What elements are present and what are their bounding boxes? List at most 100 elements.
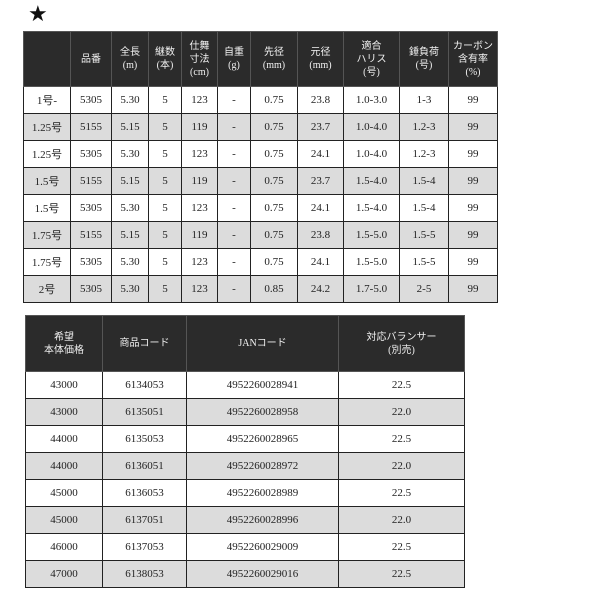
column-header: 先径 (mm) bbox=[250, 31, 298, 87]
table-cell: 99 bbox=[448, 167, 498, 195]
table-cell: 119 bbox=[181, 167, 218, 195]
column-header: 適合 ハリス (号) bbox=[343, 31, 400, 87]
table-cell: 0.85 bbox=[250, 275, 298, 303]
table-cell: 5305 bbox=[70, 194, 112, 222]
table-cell: 45000 bbox=[25, 506, 103, 534]
table-row: 1号- 5305 5.30 5 123-0.75 23.8 1.0-3.0 1-3 99 bbox=[23, 86, 498, 114]
table-cell: 123 bbox=[181, 194, 218, 222]
table-cell: 5305 bbox=[70, 275, 112, 303]
column-header: 品番 bbox=[70, 31, 112, 87]
table-cell: 0.75 bbox=[250, 194, 298, 222]
table-cell: 1.5-4.0 bbox=[343, 194, 400, 222]
table-cell: 99 bbox=[448, 140, 498, 168]
table-cell: 22.5 bbox=[338, 533, 465, 561]
table-cell: 1.25号 bbox=[23, 140, 71, 168]
table-cell: - bbox=[217, 248, 251, 276]
column-header: カーボン 含有率 (%) bbox=[448, 31, 498, 87]
table-row: 1.75号 5155 5.15 5 119-0.75 23.8 1.5-5.0 1.5-5 99 bbox=[23, 221, 498, 249]
table-cell: 119 bbox=[181, 113, 218, 141]
table-cell: 1.5号 bbox=[23, 194, 71, 222]
column-header: 対応バランサー (別売) bbox=[338, 315, 465, 372]
table-cell: 2-5 bbox=[399, 275, 449, 303]
table-cell: 44000 bbox=[25, 452, 103, 480]
table-cell: 5.30 bbox=[111, 248, 149, 276]
table-cell: 5.15 bbox=[111, 167, 149, 195]
table-cell: 123 bbox=[181, 248, 218, 276]
table-cell: 4952260028965 bbox=[186, 425, 339, 453]
column-header: 元径 (mm) bbox=[297, 31, 344, 87]
table-cell: 1.5-4.0 bbox=[343, 167, 400, 195]
table-cell: 1.5-4 bbox=[399, 194, 449, 222]
table-cell: 1号- bbox=[23, 86, 71, 114]
table-cell: 0.75 bbox=[250, 113, 298, 141]
table-cell: 6136053 bbox=[102, 479, 187, 507]
star-icon: ★ bbox=[28, 2, 48, 27]
table-cell: 99 bbox=[448, 275, 498, 303]
table-cell: 6135053 bbox=[102, 425, 187, 453]
table-cell: 1.25号 bbox=[23, 113, 71, 141]
table-cell: 1.5号 bbox=[23, 167, 71, 195]
table-cell: 6137051 bbox=[102, 506, 187, 534]
table-cell: 23.8 bbox=[297, 221, 344, 249]
table-cell: 1.7-5.0 bbox=[343, 275, 400, 303]
table-cell: 99 bbox=[448, 86, 498, 114]
table-cell: 99 bbox=[448, 221, 498, 249]
table-cell: - bbox=[217, 275, 251, 303]
table-row: 1.25号 5155 5.15 5 119-0.75 23.7 1.0-4.0 1.2-3 99 bbox=[23, 113, 498, 141]
table-cell: 43000 bbox=[25, 371, 103, 399]
table-row: 44000 6135053 4952260028965 22.5 bbox=[25, 425, 465, 453]
table-cell: 5 bbox=[148, 221, 182, 249]
column-header: JANコード bbox=[186, 315, 339, 372]
table-cell: 1.5-4 bbox=[399, 167, 449, 195]
table-row: 45000 6136053 4952260028989 22.5 bbox=[25, 479, 465, 507]
table-cell: 4952260028958 bbox=[186, 398, 339, 426]
table-cell: 4952260028972 bbox=[186, 452, 339, 480]
table-cell: 4952260028941 bbox=[186, 371, 339, 399]
table-row: 45000 6137051 4952260028996 22.0 bbox=[25, 506, 465, 534]
table-cell: 1.0-4.0 bbox=[343, 140, 400, 168]
table-cell: 46000 bbox=[25, 533, 103, 561]
table-cell: 22.0 bbox=[338, 506, 465, 534]
spec-table-header: 品番 全長 (m) 継数 (本) 仕舞 寸法 (cm) 自重 (g) 先径 (mm) 元径 … bbox=[23, 31, 498, 87]
table-cell: 1.75号 bbox=[23, 248, 71, 276]
table-cell: 6136051 bbox=[102, 452, 187, 480]
table-cell: - bbox=[217, 86, 251, 114]
table-cell: 0.75 bbox=[250, 221, 298, 249]
table-row: 1.5号 5305 5.30 5 123-0.75 24.1 1.5-4.0 1.5-4 99 bbox=[23, 194, 498, 222]
table-cell: 5 bbox=[148, 194, 182, 222]
table-cell: 6137053 bbox=[102, 533, 187, 561]
column-header: 仕舞 寸法 (cm) bbox=[181, 31, 218, 87]
table-cell: 119 bbox=[181, 221, 218, 249]
table-cell: 5155 bbox=[70, 221, 112, 249]
table-cell: 1.0-4.0 bbox=[343, 113, 400, 141]
table-cell: 24.1 bbox=[297, 140, 344, 168]
table-cell: 5.30 bbox=[111, 194, 149, 222]
table-cell: 22.0 bbox=[338, 452, 465, 480]
table-cell: 6134053 bbox=[102, 371, 187, 399]
table-cell: 5155 bbox=[70, 167, 112, 195]
table-cell: 1.5-5.0 bbox=[343, 248, 400, 276]
table-cell: 22.5 bbox=[338, 371, 465, 399]
table-cell: 4952260029016 bbox=[186, 560, 339, 588]
table-cell: 22.5 bbox=[338, 425, 465, 453]
table-cell: 47000 bbox=[25, 560, 103, 588]
table-cell: 0.75 bbox=[250, 167, 298, 195]
column-header: 継数 (本) bbox=[148, 31, 182, 87]
table-cell: 99 bbox=[448, 194, 498, 222]
table-row: 1.25号 5305 5.30 5 123-0.75 24.1 1.0-4.0 1.2-3 99 bbox=[23, 140, 498, 168]
table-cell: 24.1 bbox=[297, 248, 344, 276]
table-cell: - bbox=[217, 194, 251, 222]
table-cell: 1.75号 bbox=[23, 221, 71, 249]
table-cell: 1.2-3 bbox=[399, 140, 449, 168]
column-header: 自重 (g) bbox=[217, 31, 251, 87]
table-cell: 5305 bbox=[70, 140, 112, 168]
table-cell: 44000 bbox=[25, 425, 103, 453]
price-table: 希望 本体価格 商品コード JANコード 対応バランサー (別売) 43000 6134… bbox=[25, 315, 465, 588]
table-cell: 0.75 bbox=[250, 140, 298, 168]
column-header: 錘負荷 (号) bbox=[399, 31, 449, 87]
table-cell: 1.5-5.0 bbox=[343, 221, 400, 249]
table-row: 1.75号 5305 5.30 5 123-0.75 24.1 1.5-5.0 1.5-5 99 bbox=[23, 248, 498, 276]
table-row: 2号 5305 5.30 5 123-0.85 24.2 1.7-5.0 2-5 99 bbox=[23, 275, 498, 303]
table-cell: 0.75 bbox=[250, 86, 298, 114]
table-cell: 1.2-3 bbox=[399, 113, 449, 141]
